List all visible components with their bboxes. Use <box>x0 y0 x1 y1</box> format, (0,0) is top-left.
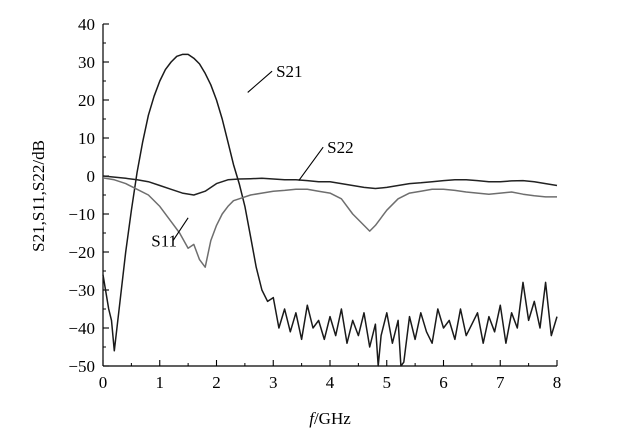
x-tick-label: 6 <box>439 373 448 392</box>
y-tick-label: 20 <box>78 91 95 110</box>
x-tick-label: 5 <box>383 373 392 392</box>
annotation-layer: S21 S22 S11 <box>151 62 353 250</box>
series-line-s11 <box>102 177 557 268</box>
y-tick-label: 10 <box>78 129 95 148</box>
callout-label-s22: S22 <box>327 138 353 157</box>
y-tick-label: 40 <box>78 15 95 34</box>
y-tick-label: −50 <box>68 357 95 376</box>
y-tick-label: −20 <box>68 243 95 262</box>
callout-label-s21: S21 <box>276 62 302 81</box>
x-tick-label: 1 <box>156 373 165 392</box>
y-tick-label: 0 <box>87 167 96 186</box>
x-axis-label-italic: f <box>309 409 316 428</box>
x-tick-label: 7 <box>496 373 505 392</box>
x-axis-label-unit: /GHz <box>314 409 351 428</box>
x-tick-label: 0 <box>99 373 108 392</box>
x-tick-label: 3 <box>269 373 278 392</box>
callout-line-s11 <box>172 217 189 241</box>
callout-line-s21 <box>247 70 273 93</box>
y-tick-label: −30 <box>68 281 95 300</box>
callout-line-s22 <box>298 146 324 181</box>
x-tick-label: 2 <box>212 373 221 392</box>
callout-label-s11: S11 <box>151 231 177 250</box>
series-line-s21 <box>102 53 558 367</box>
series-layer <box>102 53 558 367</box>
y-axis-label: S21,S11,S22/dB <box>29 140 48 252</box>
y-tick-label: 30 <box>78 53 95 72</box>
series-line-s22 <box>102 175 558 196</box>
x-tick-label: 8 <box>553 373 562 392</box>
y-tick-label: −10 <box>68 205 95 224</box>
x-axis-label: f/GHz <box>309 409 351 428</box>
x-tick-label: 4 <box>326 373 335 392</box>
y-tick-label: −40 <box>68 319 95 338</box>
